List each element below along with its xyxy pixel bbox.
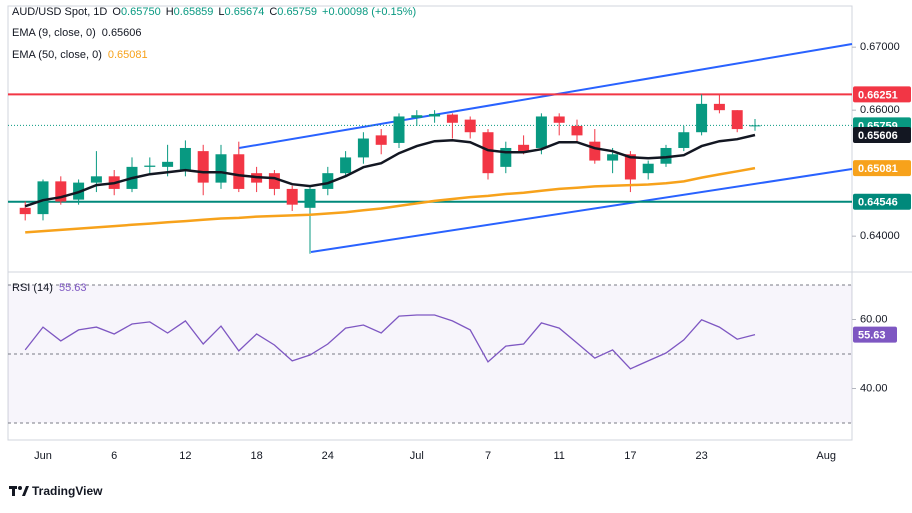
candle-body [678,132,690,148]
candle-body [518,144,530,152]
candle-body [607,154,619,161]
candle-body [286,188,298,205]
candle-body [535,116,547,148]
candle-body [571,125,583,136]
ohlc-key: C [269,6,277,18]
candle-body [446,114,458,123]
change: +0.00098 (+0.15%) [322,6,416,18]
candle-body [624,154,636,180]
ohlc-value: 0.65750 [121,6,161,18]
brand-logo [9,486,29,496]
price-tag-label: 0.66251 [858,89,898,101]
candle-body [393,116,405,143]
candle-body [731,110,743,130]
legend-entry: EMA (9, close, 0) 0.65606 [12,27,142,39]
rsi-tag [853,326,897,343]
rsi-value: 55.63 [59,282,87,294]
rsi-tag-label: 55.63 [858,329,886,341]
price-tag-label: 0.64546 [858,197,898,209]
ohlc-value: 0.65859 [174,6,214,18]
legend-value: 0.65606 [102,27,142,39]
legend-entry: EMA (50, close, 0) 0.65081 [12,49,148,61]
candle-body [215,154,227,183]
x-tick-label: 17 [624,450,636,462]
x-tick-label: 23 [695,450,707,462]
candle-body [464,119,476,133]
symbol: AUD/USD Spot, 1D [12,6,107,18]
y-tick-label: 60.00 [860,313,888,325]
candle-body [37,181,49,215]
candle-body [357,138,369,158]
candle-body [553,116,565,123]
price-tag [853,160,911,177]
legend-name: EMA (9, close, 0) [12,27,96,39]
channel-lower [310,168,853,253]
ohlc-key: O [112,6,121,18]
ohlc-value: 0.65674 [225,6,265,18]
x-tick-label: 11 [553,450,564,462]
candle-body [696,103,708,133]
y-tick-label: 0.66000 [860,104,900,116]
ohlc-value: 0.65759 [277,6,317,18]
candle-body [19,207,31,215]
candle-body [55,181,67,202]
y-tick-label: 0.64000 [860,230,900,242]
candle-body [340,157,352,174]
candle-body [713,103,725,111]
x-tick-label: 12 [179,450,191,462]
candle-body [144,165,156,167]
ohlc-key: L [218,6,224,18]
candle-body [500,147,512,167]
rsi-line [24,314,756,370]
x-tick-label: 24 [322,450,334,462]
ohlc-key: H [166,6,174,18]
channel-upper [238,43,853,149]
legend-value: 0.65081 [108,49,148,61]
candle-body [233,154,245,189]
ema-line [25,166,756,234]
x-tick-label: 18 [250,450,262,462]
rsi-legend: RSI (14) 55.63 [12,282,87,294]
candle-body [660,147,672,164]
candle-body [322,173,334,189]
ema-line [24,133,756,208]
price-tag [853,86,911,103]
price-tag-label: 0.65081 [858,163,898,175]
candle-body [482,132,494,174]
candle-body [642,163,654,174]
candle-body [589,141,601,161]
candle-body [179,147,191,171]
rsi-name: RSI (14) [12,282,53,294]
brand: TradingView [32,484,103,498]
x-tick-label: Jul [410,450,424,462]
candle-body [411,115,423,118]
candle-body [162,161,174,167]
header: AUD/USD Spot, 1D O0.65750 H0.65859 L0.65674… [12,6,416,18]
x-tick-label: 7 [485,450,491,462]
candle-body [268,173,280,189]
price-tag-label: 0.65606 [858,130,898,142]
candle-body [197,151,209,183]
candle-body [90,176,102,183]
price-tag [853,193,911,210]
x-tick-label: Aug [816,450,836,462]
candle-body [375,135,387,145]
x-tick-label: Jun [34,450,52,462]
legend-name: EMA (50, close, 0) [12,49,102,61]
x-tick-label: 6 [111,450,117,462]
price-tag [853,126,911,143]
y-tick-label: 40.00 [860,382,888,394]
candle-body [304,188,316,208]
candle-body [749,125,761,127]
candle-body [429,113,441,117]
y-tick-label: 0.67000 [860,41,900,53]
